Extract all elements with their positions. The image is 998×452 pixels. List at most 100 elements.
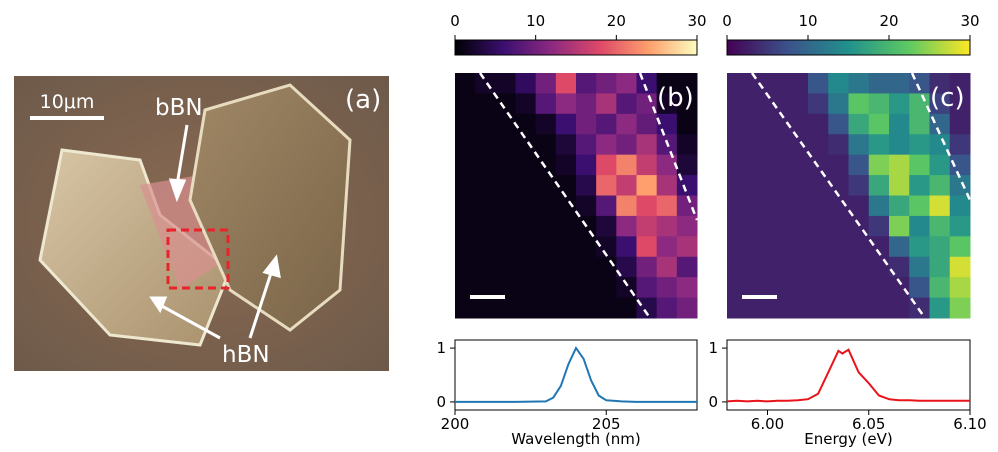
heatmap-cell bbox=[828, 134, 849, 156]
heatmap-cell bbox=[636, 297, 658, 319]
heatmap-cell bbox=[747, 236, 768, 258]
heatmap-cell bbox=[656, 73, 678, 94]
heatmap-cell bbox=[535, 154, 557, 176]
heatmap-cell bbox=[636, 236, 658, 258]
heatmap-cell bbox=[596, 175, 617, 196]
heatmap-cell bbox=[676, 175, 698, 196]
heatmap-cell bbox=[596, 93, 617, 115]
heatmap-cell bbox=[515, 93, 537, 115]
colorbar-tick-label: 10 bbox=[526, 12, 545, 30]
heatmap-cell bbox=[808, 236, 829, 258]
heatmap-cell bbox=[455, 236, 476, 258]
heatmap-cell bbox=[535, 93, 557, 115]
boundary-line bbox=[638, 72, 699, 221]
axes-frame bbox=[454, 339, 698, 411]
heatmap-cell bbox=[747, 93, 768, 115]
heatmap-cell bbox=[889, 113, 910, 135]
heatmap-cell bbox=[475, 113, 496, 135]
heatmap-cell bbox=[868, 195, 890, 217]
heatmap-cell bbox=[515, 297, 537, 319]
heatmap-cell bbox=[828, 256, 849, 278]
heatmap-cell bbox=[767, 134, 789, 156]
heatmap-cell bbox=[475, 154, 496, 176]
heatmap-cell bbox=[889, 277, 910, 299]
colorbar-tick-label: 0 bbox=[450, 12, 460, 30]
heatmap-cell bbox=[495, 154, 516, 176]
heatmap-cell bbox=[747, 154, 768, 176]
heatmap-cell bbox=[727, 73, 748, 94]
heatmap-cell bbox=[848, 154, 870, 176]
heatmap-cell bbox=[787, 73, 809, 94]
heatmap-cell bbox=[455, 215, 476, 237]
heatmap-cell bbox=[455, 256, 476, 278]
colorbar bbox=[454, 39, 698, 56]
heatmap-cell bbox=[636, 256, 658, 278]
heatmap-cell bbox=[455, 297, 476, 319]
colorbar-tick-label: 10 bbox=[798, 12, 817, 30]
heatmap-cell bbox=[767, 236, 789, 258]
heatmap-cell bbox=[455, 113, 476, 135]
heatmap-cell bbox=[475, 236, 496, 258]
x-tick-label: 200 bbox=[441, 415, 470, 433]
heatmap-cell bbox=[616, 175, 637, 196]
heatmap-cell bbox=[596, 113, 617, 135]
heatmap-cell bbox=[676, 236, 698, 258]
heatmap-cell bbox=[636, 154, 658, 176]
heatmap-cell bbox=[868, 215, 890, 237]
heatmap-cell bbox=[636, 175, 658, 196]
heatmap-cell bbox=[929, 73, 951, 94]
heatmap-cell bbox=[727, 113, 748, 135]
heatmap-cell bbox=[455, 93, 476, 115]
heatmap-cell bbox=[787, 195, 809, 217]
heatmap-cell bbox=[555, 256, 577, 278]
x-tick-label: 6.05 bbox=[852, 415, 885, 433]
heatmap-cell bbox=[808, 277, 829, 299]
heatmap-cell bbox=[596, 134, 617, 156]
heatmap-cell bbox=[475, 215, 496, 237]
heatmap-cell bbox=[808, 175, 829, 196]
spectrum-line bbox=[726, 348, 970, 403]
heatmap-cell bbox=[616, 134, 637, 156]
heatmap-cell bbox=[889, 256, 910, 278]
heatmap-cell bbox=[767, 93, 789, 115]
heatmap-cell bbox=[576, 277, 597, 299]
heatmap-cell bbox=[596, 154, 617, 176]
heatmap-cell bbox=[929, 113, 951, 135]
heatmap-cell bbox=[949, 297, 971, 319]
heatmap-cell bbox=[676, 134, 698, 156]
heatmap-cell bbox=[868, 297, 890, 319]
heatmap-cell bbox=[929, 154, 951, 176]
heatmap-cell bbox=[596, 256, 617, 278]
heatmap-cell bbox=[787, 256, 809, 278]
heatmap-cell bbox=[727, 277, 748, 299]
heatmap-cell bbox=[636, 277, 658, 299]
heatmap-cell bbox=[475, 134, 496, 156]
heatmap-cell bbox=[636, 134, 658, 156]
heatmap-cell bbox=[555, 277, 577, 299]
heatmap-cell bbox=[535, 297, 557, 319]
heatmap-cell bbox=[495, 134, 516, 156]
heatmap-cell bbox=[656, 175, 678, 196]
heatmap-cell bbox=[596, 297, 617, 319]
heatmap-cell bbox=[828, 236, 849, 258]
heatmap-cell bbox=[889, 175, 910, 196]
heatmap-cell bbox=[475, 195, 496, 217]
heatmap-cell bbox=[535, 256, 557, 278]
heatmap-cell bbox=[515, 236, 537, 258]
heatmap-cell bbox=[889, 215, 910, 237]
heatmap-cell bbox=[495, 277, 516, 299]
heatmap-cell bbox=[848, 236, 870, 258]
heatmap-cell bbox=[828, 297, 849, 319]
heatmap-cell bbox=[808, 215, 829, 237]
heatmap-cell bbox=[596, 277, 617, 299]
heatmap-cell bbox=[929, 215, 951, 237]
heatmap-cell bbox=[909, 256, 930, 278]
colorbar-tick-label: 30 bbox=[960, 12, 979, 30]
heatmap-cell bbox=[495, 256, 516, 278]
heatmap-cell bbox=[616, 113, 637, 135]
heatmap-cell bbox=[889, 134, 910, 156]
heatmap-cell bbox=[676, 93, 698, 115]
heatmap-cell bbox=[727, 236, 748, 258]
heatmap-cell bbox=[808, 256, 829, 278]
spectrum-line bbox=[455, 346, 697, 403]
